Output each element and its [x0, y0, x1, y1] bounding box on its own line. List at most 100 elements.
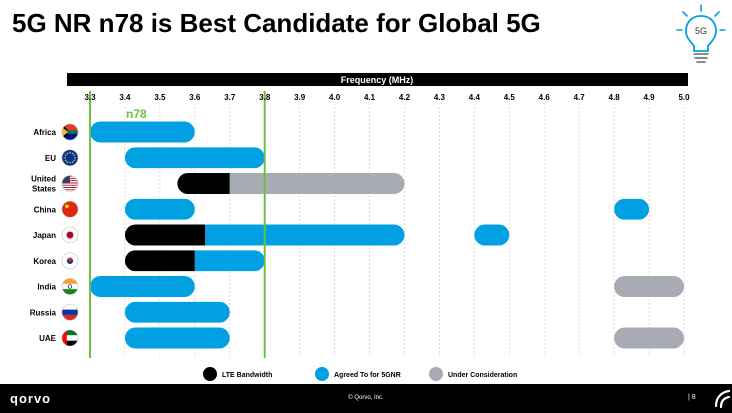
flag-fill: [62, 304, 78, 321]
flag-part: [67, 284, 73, 289]
legend-label: LTE Bandwidth: [222, 372, 272, 379]
flag-fill: [62, 175, 78, 192]
x-tick-label: 4.1: [364, 93, 376, 102]
flag-part: [62, 289, 78, 295]
x-tick-label: 3.5: [154, 93, 166, 102]
flag-part: [69, 151, 71, 154]
flag-part: [62, 149, 78, 166]
page-number-value: 8: [691, 394, 696, 401]
country-label: EU: [45, 154, 56, 163]
flag-border: [61, 226, 79, 244]
range-bars: [90, 121, 684, 349]
x-tick-label: 4.8: [609, 93, 621, 102]
flag-fill: [62, 330, 78, 346]
page-number: | 8: [688, 394, 696, 401]
flag-part: [62, 304, 78, 310]
flag-part: [62, 184, 78, 186]
legend-swatch-lte: [203, 367, 217, 381]
country-label: Africa: [33, 128, 56, 137]
flag-border: [61, 175, 79, 192]
flag-fill: [62, 252, 78, 269]
china-flag-icon: [61, 200, 79, 218]
flag-part: [62, 175, 70, 184]
legend-label: Agreed To for 5GNR: [334, 372, 401, 379]
flag-part: [62, 127, 68, 137]
south-africa-flag-icon: [61, 123, 79, 141]
flag-part: [62, 186, 78, 189]
lightbulb-5g-icon: 5G: [676, 4, 726, 63]
flag-fill: [62, 278, 78, 295]
x-tick-label: 3.4: [119, 93, 131, 102]
x-tick-label: 5.0: [678, 93, 690, 102]
bar-segment-agreed: [124, 198, 195, 220]
qorvo-logo-icon: [714, 389, 731, 409]
uae-flag-icon: [61, 329, 79, 347]
country-label: China: [34, 205, 57, 214]
flag-part: [66, 152, 69, 155]
country-label: UAE: [39, 334, 57, 343]
bar-segment-lte: [124, 224, 206, 246]
flag-fill: [62, 201, 78, 218]
bar-segment-consideration: [229, 173, 405, 194]
russia-flag-icon: [61, 303, 79, 321]
flag-part: [74, 156, 76, 159]
flag-part: [62, 185, 78, 187]
x-tick-label: 4.3: [434, 93, 446, 102]
flag-part: [71, 152, 74, 155]
bar-segment-lte: [124, 250, 195, 272]
flag-part: [73, 154, 76, 157]
flag-part: [62, 124, 78, 132]
flag-part: [62, 183, 78, 185]
flag-part: [62, 278, 78, 284]
bar-segment-consideration: [614, 327, 684, 349]
flag-part: [62, 330, 78, 336]
x-tick-label: 3.3: [84, 93, 96, 102]
footer-bar: qorvo © Qorvo, Inc. | 8: [0, 384, 732, 413]
flag-border: [61, 278, 79, 295]
flag-part: [71, 161, 74, 163]
flag-part: [62, 340, 78, 346]
x-axis-label: Frequency (MHz): [341, 75, 414, 85]
country-label-line: States: [32, 185, 57, 194]
legend-label: Under Consideration: [448, 372, 517, 379]
bar-segment-agreed: [124, 147, 265, 169]
copyright-text: © Qorvo, Inc.: [348, 395, 384, 401]
country-label: Korea: [33, 257, 56, 266]
flag-part: [73, 159, 76, 162]
country-label: India: [37, 283, 56, 292]
bar-segment-agreed: [124, 301, 230, 323]
band-marker: n78: [89, 91, 266, 358]
frequency-axis: 3.3 3.4 3.5 3.6 3.7 3.8 3.9 4.0 4.1 4.2 4.3 4.4 4.5 4…: [67, 73, 690, 102]
x-tick-label: 3.9: [294, 93, 306, 102]
bar-segment-agreed: [124, 327, 230, 349]
flag-fill: [62, 124, 78, 140]
flag-border: [61, 252, 79, 270]
axis-title-bar: [67, 73, 688, 86]
country-label: Russia: [30, 308, 57, 317]
bar-segment-consideration: [614, 276, 684, 297]
x-tick-label: 4.2: [399, 93, 411, 102]
flag-border: [61, 149, 79, 167]
band-label: n78: [126, 107, 147, 121]
flag-part: [62, 132, 78, 140]
flag-part: [62, 314, 78, 321]
flag-border: [61, 329, 79, 347]
country-label-line: United: [31, 175, 56, 184]
us-flag-icon: [61, 175, 79, 192]
x-tick-label: 4.6: [539, 93, 551, 102]
flag-border: [61, 123, 79, 141]
x-tick-label: 4.7: [574, 93, 586, 102]
flag-part: [62, 283, 78, 290]
slide-title: 5G NR n78 is Best Candidate for Global 5…: [12, 8, 541, 38]
flag-part: [64, 156, 66, 159]
x-tick-label: 4.0: [329, 93, 341, 102]
flag-part: [64, 154, 67, 157]
flag-fill: [62, 227, 78, 243]
x-tick-label: 4.4: [469, 93, 481, 102]
india-flag-icon: [61, 278, 79, 295]
bar-segment-lte: [177, 173, 230, 194]
flag-part: [62, 189, 78, 191]
flag-border: [61, 303, 79, 321]
flag-part: [66, 260, 74, 264]
flag-part: [69, 161, 71, 164]
